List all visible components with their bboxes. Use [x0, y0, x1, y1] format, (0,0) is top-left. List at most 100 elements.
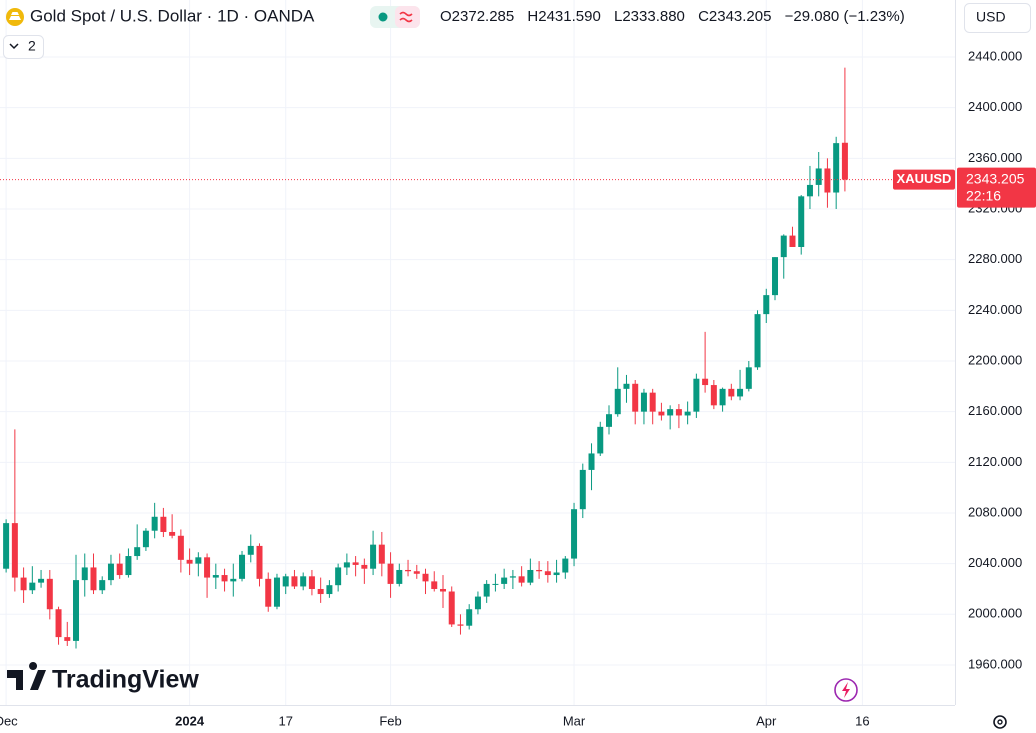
- candle-body: [3, 523, 10, 569]
- candle-body: [649, 392, 656, 412]
- y-tick-label: 2400.000: [968, 99, 1022, 114]
- candle-body: [273, 577, 280, 607]
- candle-body: [247, 545, 254, 555]
- candle-body: [588, 453, 595, 470]
- candle-body: [632, 383, 639, 412]
- candle-body: [142, 530, 149, 548]
- candle-body: [413, 571, 420, 574]
- y-tick-label: 2040.000: [968, 555, 1022, 570]
- symbol-title[interactable]: Gold Spot / U.S. Dollar · 1D · OANDA: [30, 6, 315, 25]
- x-tick-label: Dec: [0, 713, 18, 728]
- candle-body: [177, 535, 184, 560]
- plot: [0, 67, 955, 649]
- candle-body: [483, 583, 490, 597]
- candle-body: [11, 523, 18, 578]
- candle-body: [186, 559, 193, 564]
- ohlc-open: O2372.285: [440, 8, 514, 25]
- news-button[interactable]: [834, 678, 858, 702]
- candle-body: [300, 576, 307, 587]
- candle-body: [754, 314, 761, 368]
- candle-body: [745, 367, 752, 389]
- candle-body: [73, 580, 80, 641]
- candle-body: [256, 545, 263, 579]
- candle-body: [431, 581, 438, 589]
- candle-body: [38, 578, 45, 583]
- candle-body: [623, 383, 630, 389]
- candle-body: [448, 591, 455, 625]
- candle-body: [160, 516, 167, 532]
- price-tag: [957, 167, 1036, 208]
- candle-body: [29, 582, 36, 591]
- watermark-text: TradingView: [52, 666, 199, 694]
- y-tick-label: 2280.000: [968, 251, 1022, 266]
- candle-body: [675, 409, 682, 416]
- candle-body: [282, 576, 289, 587]
- candle-body: [125, 556, 132, 576]
- news-icon: [842, 682, 850, 698]
- x-tick-label: Mar: [563, 713, 586, 728]
- ohlc-high: H2431.590: [527, 8, 600, 25]
- candle-body: [571, 509, 578, 559]
- candle-body: [396, 569, 403, 584]
- candle-body: [352, 562, 359, 565]
- indicators-count: 2: [28, 38, 36, 54]
- price-tag-label: 2343.205: [966, 170, 1025, 186]
- candle-body: [562, 558, 569, 573]
- candle-body: [605, 414, 612, 427]
- candle-body: [474, 596, 481, 610]
- header: Gold Spot / U.S. Dollar · 1D · OANDA O23…: [3, 3, 1031, 59]
- market-open-dot: [378, 12, 388, 22]
- countdown-label: 22:16: [966, 187, 1001, 203]
- candle-body: [841, 142, 848, 180]
- x-tick-label: 16: [855, 713, 869, 728]
- candle-body: [806, 184, 813, 197]
- candle-body: [343, 562, 350, 568]
- ohlc-change: −29.080 (−1.23%): [785, 8, 905, 25]
- candle-body: [326, 585, 333, 595]
- ohlc-close: C2343.205: [698, 8, 771, 25]
- candle-body: [55, 609, 62, 638]
- candle-body: [693, 378, 700, 412]
- x-tick-label: 2024: [175, 713, 205, 728]
- candle-body: [536, 569, 543, 572]
- candle-body: [658, 411, 665, 416]
- candle-body: [116, 563, 123, 576]
- y-tick-label: 2120.000: [968, 454, 1022, 469]
- candle-body: [684, 411, 691, 416]
- candle-body: [597, 426, 604, 454]
- candle-body: [780, 235, 787, 258]
- candle-body: [81, 567, 88, 581]
- y-tick-label: 2440.000: [968, 48, 1022, 63]
- status-pill-right: [395, 6, 420, 28]
- candle-body: [99, 580, 106, 591]
- candle-body: [265, 578, 272, 607]
- candle-body: [789, 235, 796, 247]
- y-tick-label: 1960.000: [968, 656, 1022, 671]
- candle-body: [230, 578, 237, 582]
- watermark-logo: [7, 662, 46, 690]
- candle-body: [798, 196, 805, 247]
- indicators-toggle[interactable]: [3, 35, 44, 59]
- settings-button[interactable]: [993, 715, 1007, 729]
- candle-body: [378, 544, 385, 564]
- candle-body: [370, 544, 377, 569]
- candle-body: [335, 567, 342, 586]
- candle-body: [439, 588, 446, 592]
- chevron-icon: [9, 43, 19, 50]
- candle-body: [317, 588, 324, 595]
- candle-body: [614, 388, 621, 415]
- currency-button[interactable]: [964, 3, 1031, 33]
- candle-body: [518, 576, 525, 583]
- candle-body: [90, 567, 97, 591]
- candle-body: [64, 637, 71, 641]
- candle-body: [422, 573, 429, 582]
- candle-body: [151, 516, 158, 531]
- candle-body: [527, 569, 534, 583]
- gold-bars-icon: [9, 12, 21, 20]
- candle-body: [134, 547, 141, 557]
- currency-label: USD: [976, 9, 1006, 25]
- candle-body: [195, 557, 202, 564]
